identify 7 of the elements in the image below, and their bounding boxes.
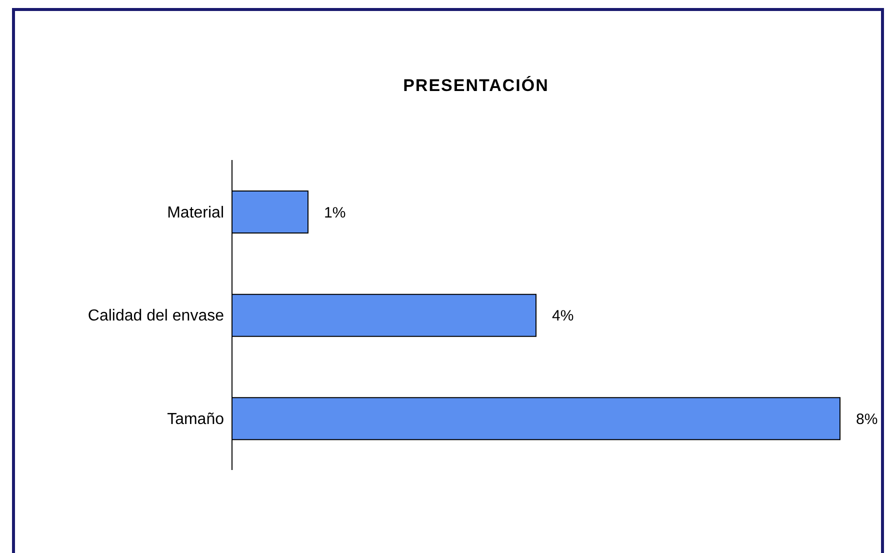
y-tick-label: Tamaño bbox=[167, 411, 224, 428]
y-tick-label: Calidad del envase bbox=[88, 308, 224, 325]
chart-title: PRESENTACIÓN bbox=[402, 76, 550, 96]
data-label: 4% bbox=[552, 308, 574, 325]
y-tick-label: Material bbox=[167, 204, 224, 222]
data-label: 8% bbox=[856, 410, 878, 428]
data-label: 1% bbox=[324, 204, 346, 222]
